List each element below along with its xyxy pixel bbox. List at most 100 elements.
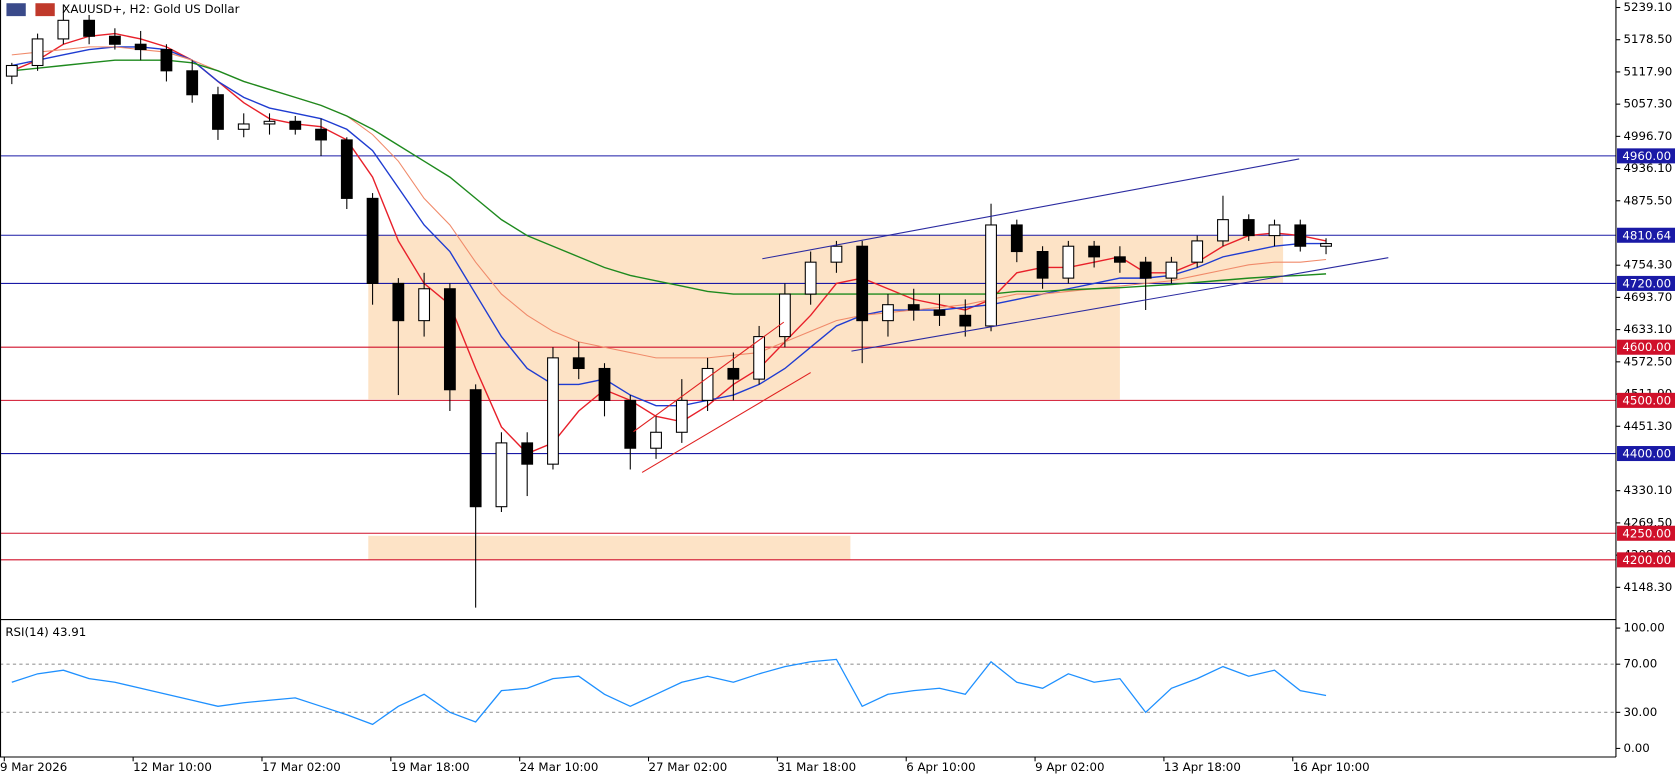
candle-body (598, 367, 611, 401)
y-tick-label: 5178.50 (1623, 32, 1672, 46)
candle-body (830, 245, 843, 263)
candle-body (778, 293, 791, 338)
candle-body (753, 336, 766, 380)
y-tick-label: 4572.50 (1623, 354, 1672, 368)
candle-body (1165, 261, 1178, 279)
y-tick-label: 4996.70 (1623, 129, 1672, 143)
candle-body (263, 120, 276, 125)
supply-zone (368, 235, 1284, 284)
candle-body (1113, 256, 1126, 263)
candle-body (547, 357, 559, 465)
moving-average (11, 59, 1327, 295)
candle-body (1268, 224, 1281, 237)
x-tick-label: 27 Mar 02:00 (649, 760, 728, 774)
candle-body (701, 367, 714, 401)
price-level-label: 4600.00 (1622, 340, 1671, 354)
price-level-tag (1617, 227, 1675, 243)
channel-line (641, 372, 811, 473)
demand-zone-low (368, 535, 851, 560)
x-tick-label: 9 Apr 02:00 (1035, 760, 1104, 774)
x-tick-label: 12 Mar 10:00 (133, 760, 212, 774)
candle-body (1088, 245, 1101, 258)
candle-body (521, 442, 534, 465)
y-tick-label: 4693.70 (1623, 290, 1672, 304)
candle-body (108, 35, 121, 45)
x-tick-label: 9 Mar 2026 (0, 760, 67, 774)
candle-body (212, 94, 224, 130)
zones (368, 235, 1284, 560)
candle-body (186, 70, 199, 96)
x-tick-label: 16 Apr 10:00 (1293, 760, 1370, 774)
y-tick-label: 100.00 (1623, 621, 1664, 635)
candle-body (443, 288, 456, 391)
y-tick-label: 5239.10 (1623, 0, 1672, 14)
candle-body (31, 38, 44, 67)
candle-body (985, 224, 997, 327)
price-level-tag (1617, 275, 1675, 291)
y-tick-label: 4633.10 (1623, 322, 1672, 336)
icon (35, 3, 55, 17)
channel-line (633, 321, 785, 433)
candle-body (469, 389, 482, 508)
price-level-label: 4960.00 (1622, 149, 1671, 163)
candle-body (624, 399, 637, 449)
price-level-label: 4200.00 (1622, 553, 1671, 567)
candle-body (5, 64, 18, 77)
y-tick-label: 0.00 (1623, 741, 1649, 755)
y-tick-label: 70.00 (1623, 657, 1657, 671)
price-level-tag (1617, 339, 1675, 355)
candle-body (495, 442, 508, 508)
x-tick-label: 31 Mar 18:00 (777, 760, 856, 774)
price-level-tag (1617, 392, 1675, 408)
x-tick-label: 17 Mar 02:00 (262, 760, 341, 774)
candle-body (1010, 224, 1023, 253)
candle-body (1062, 245, 1075, 279)
price-level-tag (1617, 525, 1675, 541)
candle-body (392, 282, 405, 322)
candle-body (1191, 240, 1204, 263)
candle-body (675, 399, 688, 433)
candle-body (83, 19, 96, 37)
candle-body (804, 261, 817, 295)
price-level-label: 4500.00 (1622, 393, 1671, 407)
plot (0, 4, 1616, 726)
price-level-label: 4720.00 (1622, 276, 1671, 290)
y-tick-label: 4148.30 (1623, 580, 1672, 594)
candle-body (907, 304, 920, 311)
icon (6, 3, 26, 17)
rsi-line (11, 658, 1327, 726)
price-level-label: 4400.00 (1622, 447, 1671, 461)
candle-body (1294, 224, 1307, 247)
candle-body (572, 357, 585, 370)
toolbar-icons (6, 3, 55, 17)
candle-body (856, 245, 869, 322)
x-tick-label: 19 Mar 18:00 (391, 760, 470, 774)
price-level-tag (1617, 148, 1675, 164)
y-tick-label: 4936.10 (1623, 161, 1672, 175)
price-level-tag (1617, 552, 1675, 568)
candle-body (1320, 243, 1332, 247)
candle-body (289, 120, 302, 130)
candle-body (1139, 261, 1152, 279)
y-tick-label: 5057.30 (1623, 97, 1672, 111)
trend-line (851, 257, 1389, 352)
candle-body (418, 288, 431, 322)
y-tick-label: 4875.50 (1623, 193, 1672, 207)
candle-body (933, 309, 946, 316)
candle-body (727, 367, 740, 380)
candle-body (57, 19, 70, 40)
candle-body (366, 197, 379, 284)
candle-body (1217, 219, 1229, 242)
candle-body (882, 304, 894, 322)
y-tick-label: 5117.90 (1623, 64, 1672, 78)
candle-body (340, 139, 353, 199)
candle-body (1242, 219, 1255, 237)
price-level-tag (1617, 446, 1675, 462)
y-tick-label: 4451.30 (1623, 419, 1672, 433)
y-tick-label: 4330.10 (1623, 483, 1672, 497)
rsi-title: RSI(14) 43.91 (5, 625, 86, 639)
trend-line (762, 158, 1300, 260)
x-tick-label: 6 Apr 10:00 (906, 760, 975, 774)
chart-title: XAUUSD+, H2: Gold US Dollar (62, 2, 239, 16)
